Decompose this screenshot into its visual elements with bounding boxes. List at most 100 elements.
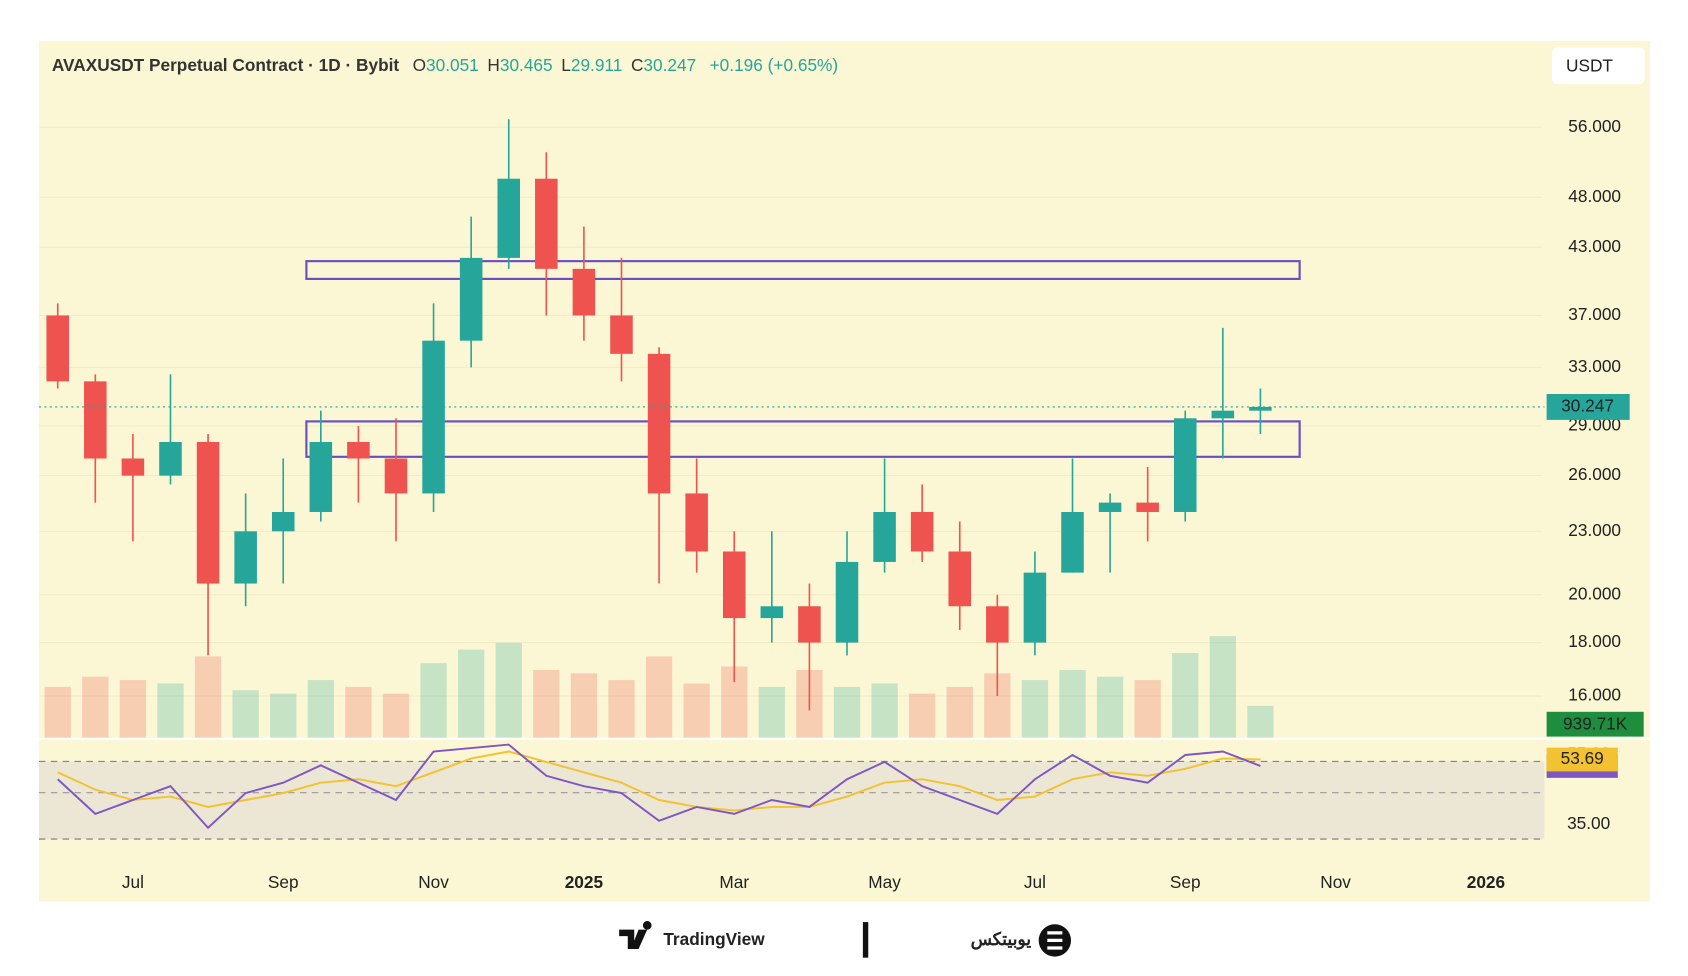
y-tick-label: 43.000	[1568, 236, 1621, 256]
price-change: +0.196 (+0.65%)	[710, 54, 839, 74]
rsi-band	[38, 761, 1545, 840]
x-tick-label: 2026	[1467, 872, 1505, 892]
volume-bar	[1021, 680, 1049, 738]
volume-bar	[1209, 636, 1236, 738]
zone	[305, 420, 1301, 458]
ohlc-value: 30.247	[643, 54, 696, 74]
candle-body	[497, 178, 521, 258]
volume-bar	[946, 686, 973, 738]
y-tick-label: 23.000	[1568, 520, 1621, 540]
x-tick-label: Jul	[122, 872, 144, 892]
volume-bar	[82, 676, 109, 738]
candle-body	[610, 315, 633, 354]
candle-body	[1211, 410, 1235, 419]
candle-body	[722, 551, 746, 619]
volume-bar	[119, 680, 147, 738]
y-tick-label: 56.000	[1568, 116, 1621, 136]
rsi-value-label: 53.69	[1561, 748, 1604, 768]
candle-body	[121, 458, 145, 476]
candle-body	[572, 268, 596, 316]
volume-bar	[1247, 705, 1274, 738]
y-tick-label: 26.000	[1568, 464, 1621, 484]
candle-body	[271, 511, 295, 532]
y-tick-label: 18.000	[1568, 631, 1621, 651]
y-tick-label: 48.000	[1568, 186, 1621, 206]
partner: یوبیتکس	[971, 929, 1032, 950]
volume-bar	[382, 693, 410, 738]
candle-body	[948, 551, 972, 607]
candle-body	[84, 381, 107, 459]
volume-bar	[1096, 676, 1124, 738]
candle-body	[986, 606, 1009, 643]
last-price-label: 30.247	[1561, 396, 1614, 416]
x-tick-label: 2025	[565, 872, 604, 892]
volume-bar	[44, 686, 71, 738]
ohlc-label: L	[561, 54, 571, 74]
partner-logo-mark	[1047, 931, 1063, 950]
volume-bar	[495, 642, 522, 738]
candle-body	[234, 531, 257, 584]
candle-body	[46, 315, 70, 382]
volume-label: 939.71K	[1563, 713, 1628, 733]
volume-bar	[1172, 653, 1199, 738]
plot: 16.00018.00020.00023.00026.00029.00033.0…	[38, 116, 1644, 892]
volume-bar	[307, 680, 334, 738]
ohlc-label: O	[413, 54, 426, 74]
candle-body	[535, 178, 558, 269]
ohlc-value: 29.911	[571, 54, 622, 74]
volume-bar	[157, 683, 184, 738]
y-tick-label: 37.000	[1568, 304, 1621, 324]
candle-body	[910, 511, 934, 552]
volume-bar	[232, 690, 259, 738]
currency-box[interactable]	[1552, 47, 1645, 85]
volume-bar	[909, 693, 936, 738]
volume-label-box	[1546, 711, 1644, 737]
volume-bar	[645, 656, 673, 738]
candle-body	[685, 493, 708, 552]
candle-body	[647, 353, 671, 494]
volume-bar	[1134, 680, 1161, 738]
candle-body	[384, 458, 408, 494]
volume-bar	[758, 686, 785, 738]
y-tick-label: 16.000	[1568, 685, 1621, 705]
x-tick-label: Nov	[1320, 872, 1351, 892]
ohlc-label: H	[487, 54, 499, 74]
volume-bar	[871, 683, 898, 738]
ohlc-value: 30.051	[426, 54, 479, 74]
volume-bar	[833, 686, 861, 738]
zone	[305, 260, 1301, 280]
ohlc-legend: O30.051 H30.465 L29.911 C30.247	[413, 54, 697, 74]
ohlc-label: C	[631, 54, 643, 74]
rsi-line	[57, 750, 1261, 812]
volume-bar	[1059, 669, 1086, 738]
volume-bar	[570, 673, 598, 738]
x-tick-label: Sep	[268, 872, 299, 892]
volume-bar	[608, 680, 635, 738]
x-tick-label: Jul	[1024, 872, 1046, 892]
volume-bar	[683, 683, 710, 738]
y-tick-label: 33.000	[1568, 356, 1621, 376]
x-tick-label: Nov	[418, 872, 449, 892]
candle-body	[760, 606, 784, 619]
candle-body	[459, 257, 483, 341]
x-tick-label: May	[868, 872, 901, 892]
last-price-box	[1546, 394, 1630, 420]
candle-body	[1023, 572, 1047, 643]
candle-body	[422, 340, 445, 494]
x-tick-label: Mar	[719, 872, 749, 892]
currency[interactable]: USDT	[1566, 55, 1613, 75]
chart-background	[38, 40, 1651, 902]
candle-body	[835, 561, 859, 643]
brand: TradingView	[663, 929, 765, 949]
candle-body	[1098, 502, 1122, 512]
rsi-line	[57, 743, 1261, 830]
volume-bar	[420, 663, 447, 738]
volume-bar	[194, 656, 222, 738]
x-tick-label: Sep	[1170, 872, 1201, 892]
candle-body	[798, 606, 821, 643]
candle-body	[1061, 511, 1084, 573]
chart-header: AVAXUSDT Perpetual Contract · 1D · Bybit…	[52, 54, 838, 74]
volume-bar	[270, 693, 297, 738]
footer: TradingView یوبیتکس	[619, 920, 1072, 958]
